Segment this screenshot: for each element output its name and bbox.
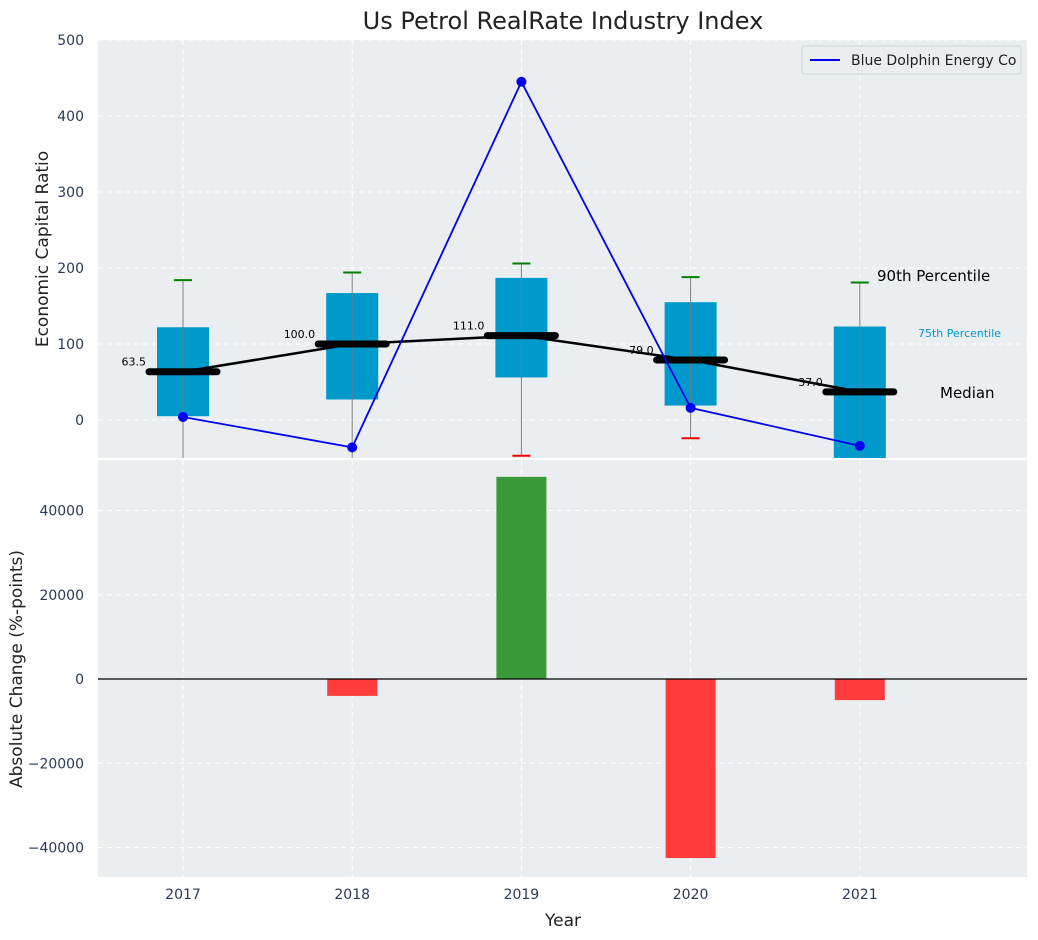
- top-y-tick-label: 200: [57, 261, 84, 277]
- bar-2020: [665, 679, 716, 859]
- top-y-tick-label: 300: [57, 185, 84, 201]
- series-point-2017: [178, 411, 188, 422]
- median-value-label-2019: 111.0: [453, 320, 485, 333]
- top-y-axis-label: Economic Capital Ratio: [33, 151, 53, 347]
- annotation-90th: 90th Percentile: [877, 267, 990, 285]
- bottom-plot-area: [98, 460, 1027, 877]
- x-tick-label-2017: 2017: [165, 887, 201, 903]
- box-plot-layer: 63.5 100.0 111.0 79.0 37.0: [122, 262, 898, 458]
- x-ticks: 2017 2018 2019 2020 2021: [165, 887, 877, 903]
- median-value-label-2018: 100.0: [284, 328, 316, 341]
- bottom-y-tick-label: 0: [75, 672, 84, 688]
- bottom-y-tick-label: 40000: [39, 504, 84, 520]
- x-tick-label-2018: 2018: [334, 887, 370, 903]
- bar-layer: [98, 476, 1027, 859]
- top-y-ticks: 0 100 200 300 400 500: [57, 33, 84, 429]
- median-value-label-2020: 79.0: [629, 344, 654, 357]
- bottom-y-axis-label: Absolute Change (%-points): [7, 550, 27, 788]
- top-y-tick-label: 500: [57, 33, 84, 49]
- bottom-y-tick-label: −40000: [28, 841, 84, 857]
- bar-2021: [834, 679, 885, 701]
- median-value-label-2021: 37.0: [798, 376, 823, 389]
- x-axis-label: Year: [544, 911, 581, 931]
- series-point-2019: [516, 76, 527, 87]
- x-tick-label-2021: 2021: [842, 887, 878, 903]
- bar-2018: [327, 679, 378, 696]
- legend-box: [801, 45, 1022, 75]
- bar-2019: [496, 476, 547, 680]
- x-tick-label-2020: 2020: [673, 887, 709, 903]
- annotation-median: Median: [940, 384, 995, 402]
- x-tick-label-2019: 2019: [504, 887, 540, 903]
- median-value-label-2017: 63.5: [122, 356, 147, 369]
- bottom-y-tick-label: −20000: [28, 756, 84, 772]
- bottom-y-ticks: −40000 −20000 0 20000 40000: [28, 504, 84, 857]
- top-y-tick-label: 100: [57, 337, 84, 353]
- chart-title: Us Petrol RealRate Industry Index: [363, 7, 764, 35]
- legend: Blue Dolphin Energy Co: [801, 45, 1022, 75]
- series-point-2021: [854, 440, 865, 451]
- annotation-75th: 75th Percentile: [918, 327, 1001, 340]
- bottom-y-tick-label: 20000: [39, 588, 84, 604]
- series-point-2018: [347, 442, 358, 453]
- series-point-2020: [685, 402, 696, 413]
- panel-separator: [98, 458, 1027, 460]
- legend-label-blue-dolphin: Blue Dolphin Energy Co: [851, 53, 1016, 69]
- top-y-tick-label: 400: [57, 109, 84, 125]
- top-y-tick-label: 0: [75, 413, 84, 429]
- blue-dolphin-series: [178, 76, 865, 453]
